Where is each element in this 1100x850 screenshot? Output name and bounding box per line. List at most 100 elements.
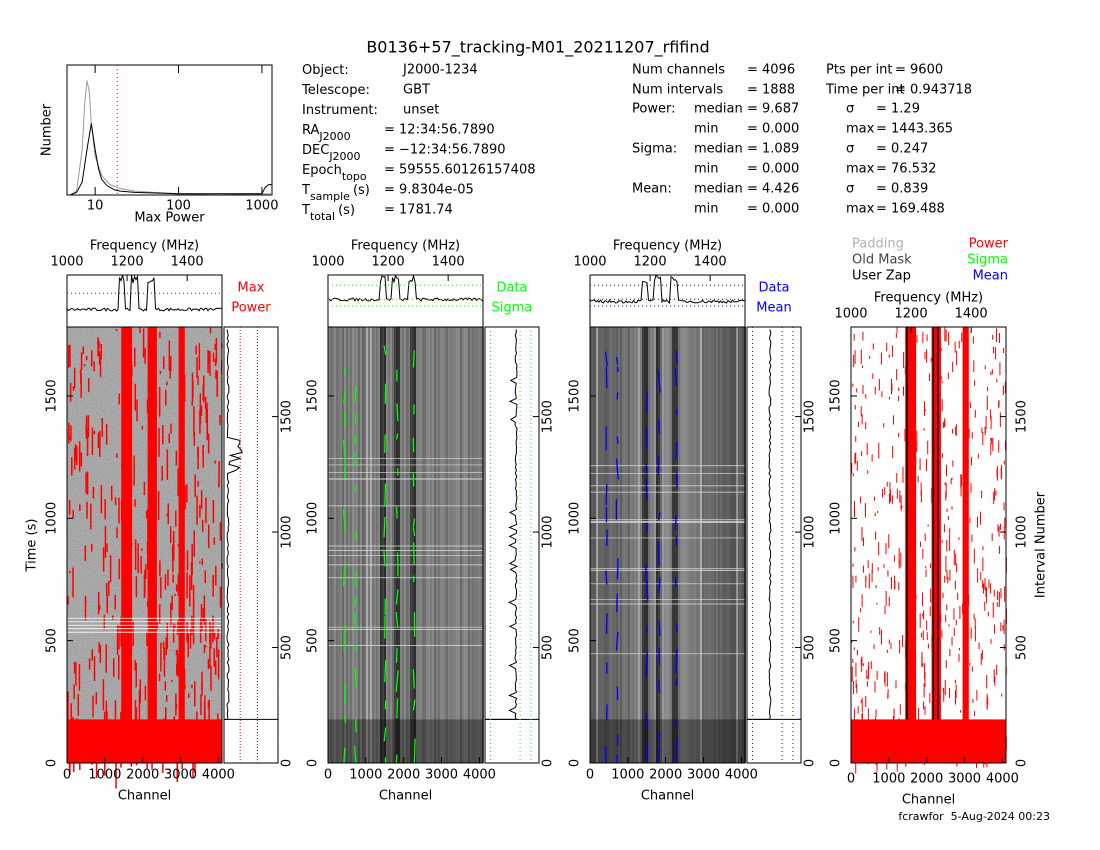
- masked-cell: [991, 533, 993, 542]
- heatmap-col: [464, 327, 466, 763]
- masked-cell: [1003, 460, 1005, 465]
- heatmap-col: [404, 327, 406, 763]
- time-tick-label: 500: [306, 628, 321, 653]
- time-tick-label: 1500: [306, 379, 321, 412]
- masked-cell: [209, 621, 211, 645]
- masked-cell: [924, 533, 926, 541]
- masked-cell: [886, 649, 888, 653]
- heatmap-col: [632, 327, 634, 763]
- masked-cell: [889, 489, 891, 502]
- masked-cell: [168, 433, 170, 443]
- heatmap-col: [608, 327, 610, 763]
- masked-cell: [954, 341, 956, 353]
- masked-cell: [969, 517, 971, 524]
- masked-cell: [93, 361, 95, 372]
- masked-cell: [955, 426, 957, 435]
- info-value: = −12:34:56.7890: [384, 143, 506, 158]
- heatmap-col: [328, 327, 330, 763]
- heatmap-col: [728, 327, 730, 763]
- masked-cell: [196, 495, 198, 525]
- heatmap-col: [346, 327, 348, 763]
- masked-cell: [97, 432, 100, 448]
- masked-cell: [888, 596, 890, 607]
- y2-tick-label: 500: [280, 635, 295, 660]
- heatmap-col: [738, 327, 740, 763]
- masked-cell: [1004, 381, 1006, 394]
- heatmap-col: [702, 327, 704, 763]
- masked-cell: [977, 568, 979, 583]
- mask-legend-label: Padding: [852, 237, 904, 252]
- masked-cell: [874, 681, 876, 693]
- info-value: unset: [403, 103, 439, 118]
- masked-cell: [896, 369, 898, 381]
- masked-cell: [991, 437, 993, 444]
- masked-cell: [98, 605, 101, 610]
- masked-cell: [920, 489, 922, 503]
- channel-axis-label: Channel: [118, 789, 171, 804]
- masked-cell: [956, 563, 958, 573]
- side-frame: [223, 326, 279, 764]
- info-label-unit: (s): [353, 183, 370, 198]
- time-tick-label: 0: [829, 759, 844, 767]
- masked-cell: [191, 401, 193, 406]
- masked-cell: [854, 453, 856, 465]
- heatmap-col: [352, 327, 354, 763]
- masked-cell: [118, 624, 120, 650]
- masked-cell: [102, 547, 105, 572]
- channel-tick-label: 1000: [611, 768, 644, 783]
- masked-cell: [945, 464, 947, 477]
- masked-cell: [853, 354, 855, 368]
- masked-cell: [210, 627, 212, 649]
- heatmap-col: [446, 327, 448, 763]
- masked-cell: [867, 708, 869, 723]
- masked-cell: [946, 604, 948, 611]
- masked-cell: [78, 663, 81, 691]
- masked-cell: [924, 706, 926, 715]
- masked-cell: [204, 695, 206, 728]
- y2-tick-label: 1000: [1015, 516, 1030, 549]
- masked-cell: [173, 531, 175, 561]
- heatmap-col: [390, 327, 392, 763]
- masked-cell: [186, 550, 189, 571]
- channel-tick-label: 1000: [88, 768, 121, 783]
- heatmap-bg: [851, 327, 1006, 763]
- masked-cell: [860, 700, 862, 703]
- masked-cell: [974, 711, 976, 717]
- summary-cell: Time per int: [825, 83, 905, 98]
- masked-cell: [202, 384, 205, 401]
- masked-cell: [878, 541, 880, 556]
- heatmap-col: [666, 327, 668, 763]
- masked-cell: [118, 558, 121, 580]
- histogram-line: [69, 123, 272, 196]
- masked-cell: [199, 393, 202, 425]
- masked-cell: [953, 627, 955, 636]
- masked-cell: [187, 633, 190, 658]
- masked-cell: [872, 373, 874, 379]
- masked-cell: [134, 699, 137, 731]
- masked-cell: [995, 328, 997, 343]
- masked-cell: [176, 754, 178, 783]
- masked-cell: [896, 488, 898, 499]
- heatmap-col: [630, 327, 632, 763]
- masked-cell: [942, 422, 944, 428]
- masked-cell: [139, 327, 141, 334]
- masked-cell: [948, 331, 950, 346]
- heatmap-col: [348, 327, 350, 763]
- info-label: DECJ2000: [302, 143, 361, 163]
- masked-cell: [996, 602, 998, 607]
- masked-cell: [104, 525, 107, 558]
- masked-cell: [898, 582, 900, 591]
- masked-cell: [986, 674, 988, 689]
- masked-cell: [853, 708, 855, 722]
- masked-cell: [888, 396, 890, 400]
- channel-tick-label: 0: [63, 768, 71, 783]
- time-tick-label: 500: [45, 628, 60, 653]
- masked-cell: [857, 706, 859, 714]
- masked-cell: [978, 642, 980, 650]
- masked-cell: [922, 331, 924, 344]
- masked-cell: [860, 349, 862, 365]
- info-label: Tsample (s): [301, 183, 370, 203]
- masked-cell: [862, 384, 864, 394]
- masked-cell: [990, 442, 992, 456]
- channel-tick-label: 2000: [910, 772, 943, 787]
